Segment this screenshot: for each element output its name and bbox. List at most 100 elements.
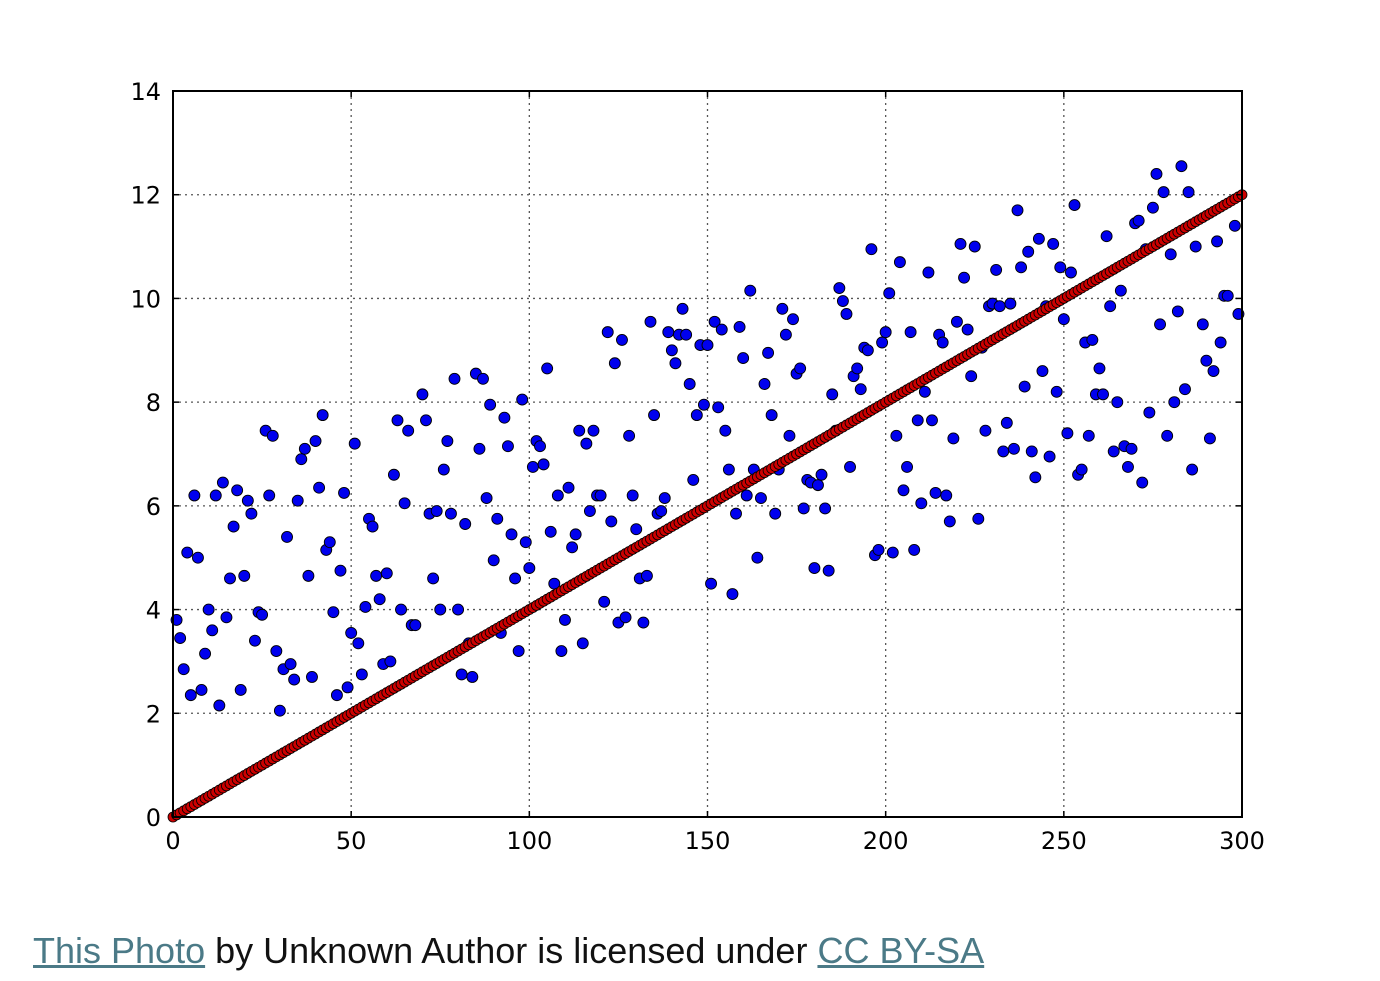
scatter-point (177, 663, 190, 676)
scatter-point (961, 323, 974, 336)
scatter-point (1065, 266, 1077, 279)
scatter-point (968, 240, 981, 253)
x-tick-label: 100 (506, 827, 552, 855)
scatter-point (477, 372, 489, 385)
scatter-point (416, 388, 429, 401)
scatter-point (270, 645, 283, 658)
scatter-point (990, 263, 1003, 276)
scatter-point (950, 315, 963, 328)
scatter-point (794, 362, 807, 375)
y-tick-label: 12 (130, 182, 161, 210)
scatter-point (779, 328, 792, 341)
scatter-point (555, 645, 568, 658)
scatter-point (512, 645, 525, 658)
scatter-point (245, 507, 258, 520)
scatter-point (918, 385, 931, 398)
scatter-point (434, 603, 447, 616)
scatter-point (516, 393, 529, 406)
scatter-point (241, 494, 254, 507)
scatter-point (819, 502, 832, 515)
scatter-point (313, 481, 326, 494)
scatter-point (658, 492, 671, 505)
scatter-point (316, 409, 329, 422)
license-link[interactable]: CC BY-SA (817, 930, 985, 971)
scatter-point (327, 606, 340, 619)
scatter-point (705, 577, 718, 590)
scatter-point (537, 458, 550, 471)
scatter-point (890, 429, 903, 442)
scatter-point (195, 684, 208, 696)
scatter-point (1168, 396, 1181, 409)
scatter-point (1036, 365, 1049, 377)
scatter-point (238, 569, 251, 582)
scatter-point (1061, 427, 1074, 440)
scatter-point (644, 315, 657, 328)
scatter-point (1032, 232, 1045, 245)
scatter-point (181, 546, 194, 559)
scatter-point (1111, 396, 1124, 409)
scatter-point (174, 632, 187, 645)
scatter-point (1132, 214, 1145, 227)
scatter-point (213, 699, 226, 712)
scatter-point (1157, 186, 1170, 199)
scatter-point (1146, 201, 1159, 214)
scatter-point (355, 668, 368, 681)
scatter-point (879, 326, 892, 339)
scatter-point (1228, 219, 1241, 232)
scatter-point (637, 616, 650, 629)
scatter-point (448, 372, 461, 385)
scatter-point (466, 671, 479, 683)
scatter-point (544, 525, 557, 538)
scatter-point (648, 409, 660, 422)
x-tick-label: 0 (165, 827, 180, 855)
this-photo-link[interactable]: This Photo (33, 930, 206, 971)
scatter-point (1175, 160, 1188, 173)
scatter-point (769, 507, 782, 520)
scatter-point (366, 520, 379, 533)
scatter-point (402, 424, 415, 437)
scatter-point (872, 543, 885, 556)
scatter-point (526, 461, 539, 473)
scatter-point (256, 608, 269, 621)
scatter-point (758, 378, 771, 390)
scatter-point (284, 658, 297, 670)
scatter-point (309, 435, 322, 447)
scatter-point (740, 489, 753, 502)
scatter-point (861, 344, 874, 357)
scatter-point (341, 681, 354, 694)
scatter-point (665, 344, 678, 357)
scatter-point (263, 489, 276, 502)
y-tick-label: 0 (146, 804, 161, 832)
scatter-point (1186, 463, 1199, 476)
scatter-point (1154, 318, 1166, 331)
scatter-point (822, 564, 835, 577)
scatter-point (387, 468, 400, 481)
scatter-point (854, 383, 867, 396)
scatter-point (373, 593, 386, 606)
scatter-point (1211, 235, 1224, 248)
scatter-point (601, 326, 614, 339)
scatter-point (249, 634, 261, 647)
scatter-point (922, 266, 935, 279)
scatter-point (826, 388, 839, 401)
scatter-point (755, 492, 767, 505)
scatter-point (519, 536, 532, 549)
scatter-point (993, 300, 1006, 313)
scatter-point (1018, 380, 1031, 393)
scatter-point (958, 271, 971, 284)
scatter-point (587, 424, 600, 437)
scatter-point (744, 284, 757, 297)
scatter-point (288, 673, 301, 686)
scatter-point (295, 453, 308, 466)
scatter-point (206, 624, 219, 637)
scatter-point (487, 554, 500, 567)
scatter-point (797, 502, 810, 515)
scatter-point (273, 704, 286, 717)
y-tick-label: 8 (146, 389, 161, 417)
scatter-point (188, 489, 201, 502)
scatter-point (338, 486, 350, 499)
scatter-point (1207, 365, 1220, 377)
scatter-point (972, 512, 985, 525)
scatter-point (1107, 445, 1120, 458)
